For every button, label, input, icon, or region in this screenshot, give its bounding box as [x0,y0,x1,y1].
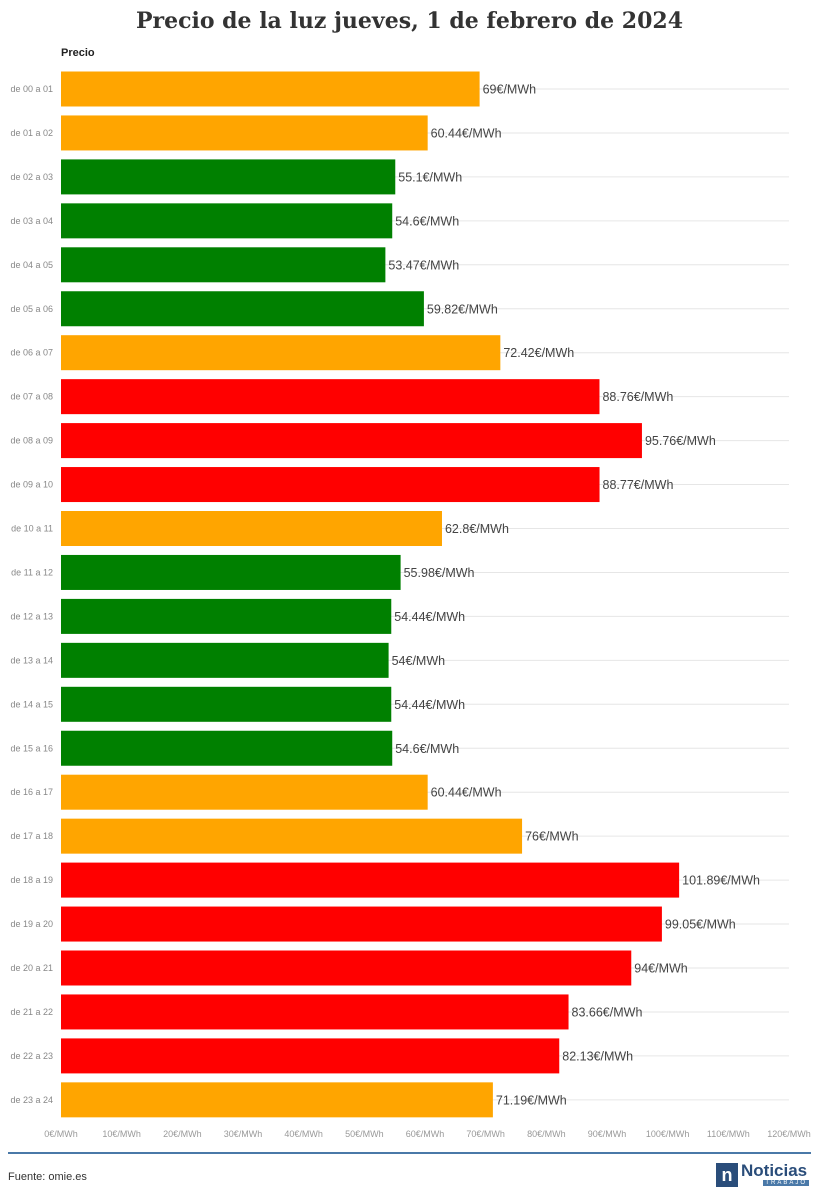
value-label: 60.44€/MWh [431,126,502,140]
bar [61,642,389,678]
category-label: de 00 a 01 [10,84,53,94]
value-label: 55.1€/MWh [398,170,462,184]
category-label: de 17 a 18 [10,831,53,841]
category-label: de 02 a 03 [10,172,53,182]
bar [61,774,428,810]
bar [61,511,442,546]
category-label: de 10 a 11 [11,524,53,534]
x-tick-label: 30€/MWh [224,1129,263,1139]
category-label: de 23 a 24 [10,1095,53,1105]
value-label: 76€/MWh [525,830,579,844]
bar [61,862,680,898]
bar [61,467,600,503]
value-label: 71.19€/MWh [496,1093,567,1107]
category-label: de 06 a 07 [10,348,53,358]
category-label: de 12 a 13 [10,611,53,621]
value-label: 95.76€/MWh [645,434,716,448]
x-tick-label: 40€/MWh [284,1129,323,1139]
category-label: de 04 a 05 [10,260,53,270]
series-label: Precio [61,47,95,59]
x-tick-label: 110€/MWh [707,1129,750,1139]
category-label: de 05 a 06 [10,304,53,314]
x-tick-label: 70€/MWh [466,1129,505,1139]
bar [61,71,480,107]
noticias-trabajo-logo: n Noticias TRABAJO [716,1161,811,1189]
x-tick-label: 80€/MWh [527,1129,566,1139]
bar [61,335,501,371]
bar [61,247,386,283]
bar [61,203,393,239]
bar-chart: 0€/MWh 10€/MWh 20€/MWh 30€/MWh 40€/MWh 50€/MW… [10,71,811,1139]
value-label: 99.05€/MWh [665,918,736,932]
bar [61,423,642,459]
x-tick-label: 0€/MWh [44,1129,78,1139]
bar [61,818,523,854]
value-label: 82.13€/MWh [562,1049,633,1063]
value-label: 69€/MWh [483,83,537,97]
value-label: 83.66€/MWh [572,1005,643,1019]
category-label: de 15 a 16 [10,743,53,753]
x-tick-label: 120€/MWh [767,1129,811,1139]
category-label: de 18 a 19 [10,875,53,885]
category-label: de 14 a 15 [10,699,53,709]
logo-letter: n [721,1165,733,1185]
category-label: de 01 a 02 [10,128,53,138]
value-label: 101.89€/MWh [682,874,760,888]
footer-divider [8,1152,811,1154]
chart-title: Precio de la luz jueves, 1 de febrero de… [135,8,684,34]
bar [61,686,392,722]
category-label: de 03 a 04 [10,216,53,226]
bar [61,1082,493,1118]
bar [61,1038,560,1074]
value-label: 54€/MWh [392,654,446,668]
category-label: de 19 a 20 [10,919,53,929]
bar [61,730,393,766]
value-label: 60.44€/MWh [431,786,502,800]
category-label: de 09 a 10 [10,480,53,490]
source-note: Fuente: omie.es [8,1171,87,1183]
category-label: de 13 a 14 [10,655,53,665]
value-label: 62.8€/MWh [445,522,509,536]
value-label: 54.6€/MWh [395,214,459,228]
category-label: de 22 a 23 [10,1051,53,1061]
value-label: 55.98€/MWh [404,566,475,580]
value-label: 88.76€/MWh [602,390,673,404]
category-label: de 08 a 09 [10,436,53,446]
bar [61,994,569,1030]
value-label: 53.47€/MWh [388,258,459,272]
category-label: de 07 a 08 [10,392,53,402]
value-label: 94€/MWh [634,962,688,976]
bar [61,379,600,415]
bar [61,554,401,590]
logo-subtitle: TRABAJO [763,1180,809,1186]
x-tick-label: 50€/MWh [345,1129,384,1139]
bar [61,906,662,942]
bar [61,950,632,986]
category-label: de 11 a 12 [11,567,53,577]
bar [61,159,396,195]
x-tick-label: 20€/MWh [163,1129,202,1139]
x-tick-label: 100€/MWh [646,1129,690,1139]
logo-wordmark: Noticias [741,1161,808,1180]
x-tick-label: 10€/MWh [102,1129,141,1139]
bar [61,598,392,634]
category-label: de 21 a 22 [10,1007,53,1017]
bar [61,291,424,327]
category-label: de 20 a 21 [10,963,53,973]
value-label: 54.44€/MWh [394,698,465,712]
category-label: de 16 a 17 [10,787,53,797]
logo-mark [716,1163,738,1187]
value-label: 54.44€/MWh [394,610,465,624]
value-label: 88.77€/MWh [603,478,674,492]
bar [61,115,428,151]
value-label: 59.82€/MWh [427,302,498,316]
x-tick-label: 60€/MWh [406,1129,445,1139]
value-label: 72.42€/MWh [503,346,574,360]
value-label: 54.6€/MWh [395,742,459,756]
x-tick-label: 90€/MWh [588,1129,627,1139]
